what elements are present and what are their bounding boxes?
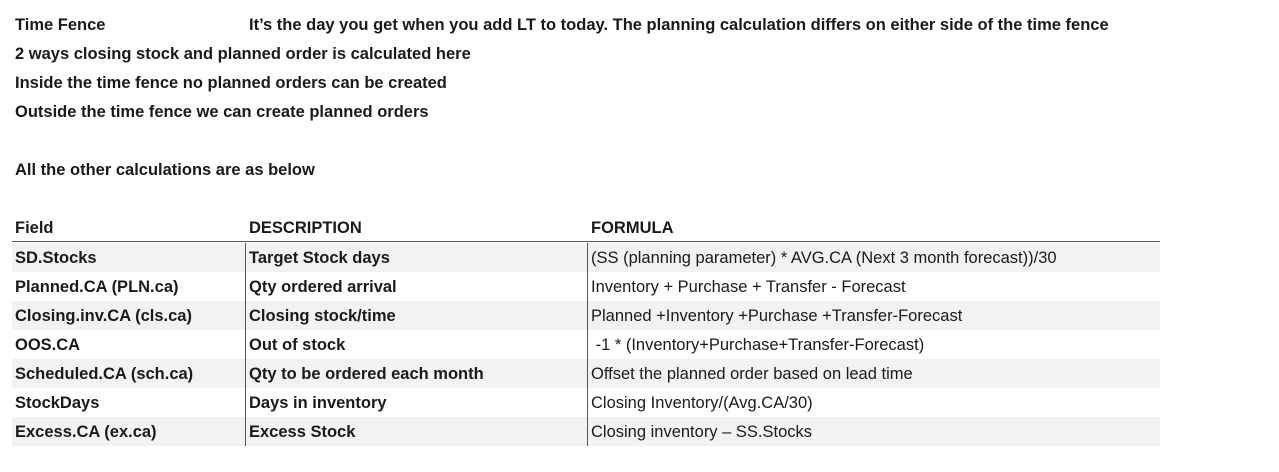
table-cell: Excess Stock <box>249 423 356 441</box>
table-cell: Scheduled.CA (sch.ca) <box>15 365 194 383</box>
column-header: FORMULA <box>591 219 674 237</box>
table-cell: -1 * (Inventory+Purchase+Transfer-Foreca… <box>591 336 925 354</box>
table-cell: Closing Inventory/(Avg.CA/30) <box>591 394 813 412</box>
table-cell: Offset the planned order based on lead t… <box>591 365 913 383</box>
table-cell: Out of stock <box>249 336 346 354</box>
table-cell: Qty ordered arrival <box>249 278 397 296</box>
table-cell: Closing.inv.CA (cls.ca) <box>15 307 192 325</box>
table-cell: Target Stock days <box>249 249 390 267</box>
intro-line: 2 ways closing stock and planned order i… <box>15 45 471 63</box>
intro-line: Outside the time fence we can create pla… <box>15 103 429 121</box>
table-cell: OOS.CA <box>15 336 81 354</box>
table-row <box>12 359 1160 388</box>
table-row <box>12 330 1160 359</box>
table-row <box>12 417 1160 446</box>
column-header: Field <box>15 219 54 237</box>
table-cell: Planned +Inventory +Purchase +Transfer-F… <box>591 307 963 325</box>
table-cell: (SS (planning parameter) * AVG.CA (Next … <box>591 249 1057 267</box>
table-cell: Closing inventory – SS.Stocks <box>591 423 813 441</box>
table-row <box>12 272 1160 301</box>
intro-line: Inside the time fence no planned orders … <box>15 74 447 92</box>
table-cell: Planned.CA (PLN.ca) <box>15 278 179 296</box>
definition: It’s the day you get when you add LT to … <box>249 16 1109 34</box>
table-row <box>12 243 1160 272</box>
table-row <box>12 388 1160 417</box>
column-header: DESCRIPTION <box>249 219 362 237</box>
column-divider <box>587 243 588 446</box>
header-rule <box>12 241 1160 242</box>
table-cell: StockDays <box>15 394 100 412</box>
column-divider <box>245 243 246 446</box>
table-cell: Inventory + Purchase + Transfer - Foreca… <box>591 278 906 296</box>
table-row <box>12 301 1160 330</box>
table-cell: Excess.CA (ex.ca) <box>15 423 157 441</box>
table-cell: Qty to be ordered each month <box>249 365 484 383</box>
note: All the other calculations are as below <box>15 161 315 179</box>
term: Time Fence <box>15 16 106 34</box>
table-cell: Days in inventory <box>249 394 387 412</box>
table-cell: SD.Stocks <box>15 249 97 267</box>
table-cell: Closing stock/time <box>249 307 396 325</box>
